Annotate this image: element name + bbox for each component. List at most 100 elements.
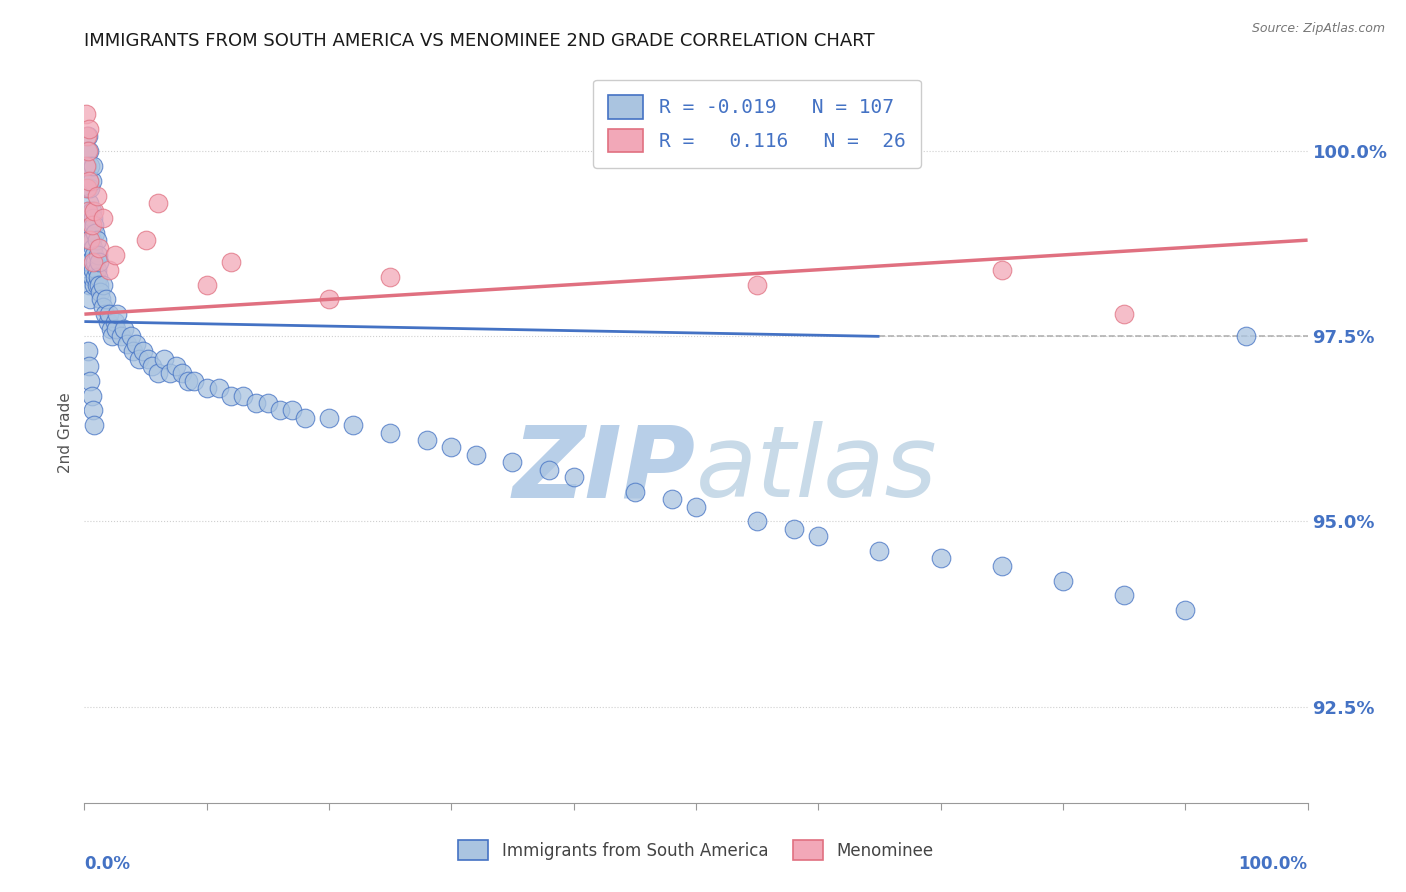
Point: [76, 159, 98, 173]
Point: [869, 544, 891, 558]
Point: [105, 307, 128, 321]
Point: [90, 293, 112, 307]
Point: [122, 344, 145, 359]
Point: [77, 181, 100, 195]
Point: [83, 418, 105, 433]
Point: [77, 359, 100, 373]
Point: [562, 470, 585, 484]
Point: [991, 262, 1014, 277]
Point: [87, 277, 110, 292]
Text: ZIP: ZIP: [513, 421, 696, 518]
Legend: Immigrants from South America, Menominee: Immigrants from South America, Menominee: [450, 831, 942, 869]
Point: [1114, 589, 1136, 603]
Point: [104, 248, 127, 262]
Point: [82, 262, 104, 277]
Point: [77, 145, 100, 159]
Point: [464, 448, 486, 462]
Point: [79, 181, 101, 195]
Point: [75, 107, 97, 121]
Text: 0.0%: 0.0%: [84, 855, 131, 872]
Point: [502, 455, 524, 469]
Point: [125, 336, 148, 351]
Point: [86, 277, 108, 292]
Point: [97, 262, 120, 277]
Point: [219, 389, 242, 403]
Point: [77, 122, 100, 136]
Point: [77, 277, 100, 292]
Point: [83, 248, 105, 262]
Point: [257, 396, 280, 410]
Point: [128, 351, 150, 366]
Point: [1236, 329, 1258, 343]
Point: [416, 433, 439, 447]
Point: [183, 374, 205, 388]
Point: [101, 329, 124, 343]
Point: [135, 233, 157, 247]
Point: [747, 277, 769, 292]
Point: [82, 241, 104, 255]
Point: [76, 129, 98, 144]
Point: [79, 219, 101, 233]
Point: [79, 255, 101, 269]
Point: [75, 159, 97, 173]
Point: [624, 484, 647, 499]
Point: [991, 558, 1014, 573]
Point: [440, 441, 463, 455]
Point: [80, 389, 103, 403]
Point: [83, 277, 105, 292]
Point: [80, 233, 103, 247]
Point: [82, 255, 104, 269]
Point: [195, 381, 218, 395]
Point: [783, 522, 806, 536]
Point: [83, 203, 105, 218]
Point: [89, 285, 111, 299]
Text: Source: ZipAtlas.com: Source: ZipAtlas.com: [1251, 22, 1385, 36]
Point: [97, 315, 120, 329]
Point: [141, 359, 163, 373]
Point: [77, 129, 100, 144]
Point: [83, 219, 105, 233]
Point: [80, 219, 103, 233]
Point: [177, 374, 200, 388]
Point: [342, 418, 364, 433]
Point: [807, 529, 830, 543]
Point: [146, 367, 169, 381]
Point: [77, 174, 100, 188]
Point: [77, 344, 100, 359]
Point: [76, 145, 98, 159]
Point: [153, 351, 176, 366]
Point: [80, 270, 103, 285]
Text: 100.0%: 100.0%: [1239, 855, 1308, 872]
Point: [91, 211, 114, 225]
Point: [232, 389, 254, 403]
Point: [172, 367, 194, 381]
Y-axis label: 2nd Grade: 2nd Grade: [58, 392, 73, 473]
Point: [159, 367, 181, 381]
Point: [120, 329, 142, 343]
Point: [115, 336, 138, 351]
Point: [380, 270, 402, 285]
Point: [91, 300, 114, 314]
Point: [538, 462, 561, 476]
Point: [86, 233, 108, 247]
Point: [929, 551, 952, 566]
Point: [79, 293, 101, 307]
Point: [281, 403, 304, 417]
Point: [80, 174, 103, 188]
Point: [84, 226, 107, 240]
Point: [77, 196, 100, 211]
Point: [82, 211, 104, 225]
Point: [105, 322, 128, 336]
Point: [685, 500, 707, 514]
Point: [76, 219, 98, 233]
Point: [294, 410, 316, 425]
Point: [80, 203, 103, 218]
Point: [136, 351, 159, 366]
Point: [195, 277, 218, 292]
Point: [84, 270, 107, 285]
Point: [82, 159, 104, 173]
Point: [79, 159, 101, 173]
Point: [146, 196, 169, 211]
Point: [87, 270, 110, 285]
Point: [219, 255, 242, 269]
